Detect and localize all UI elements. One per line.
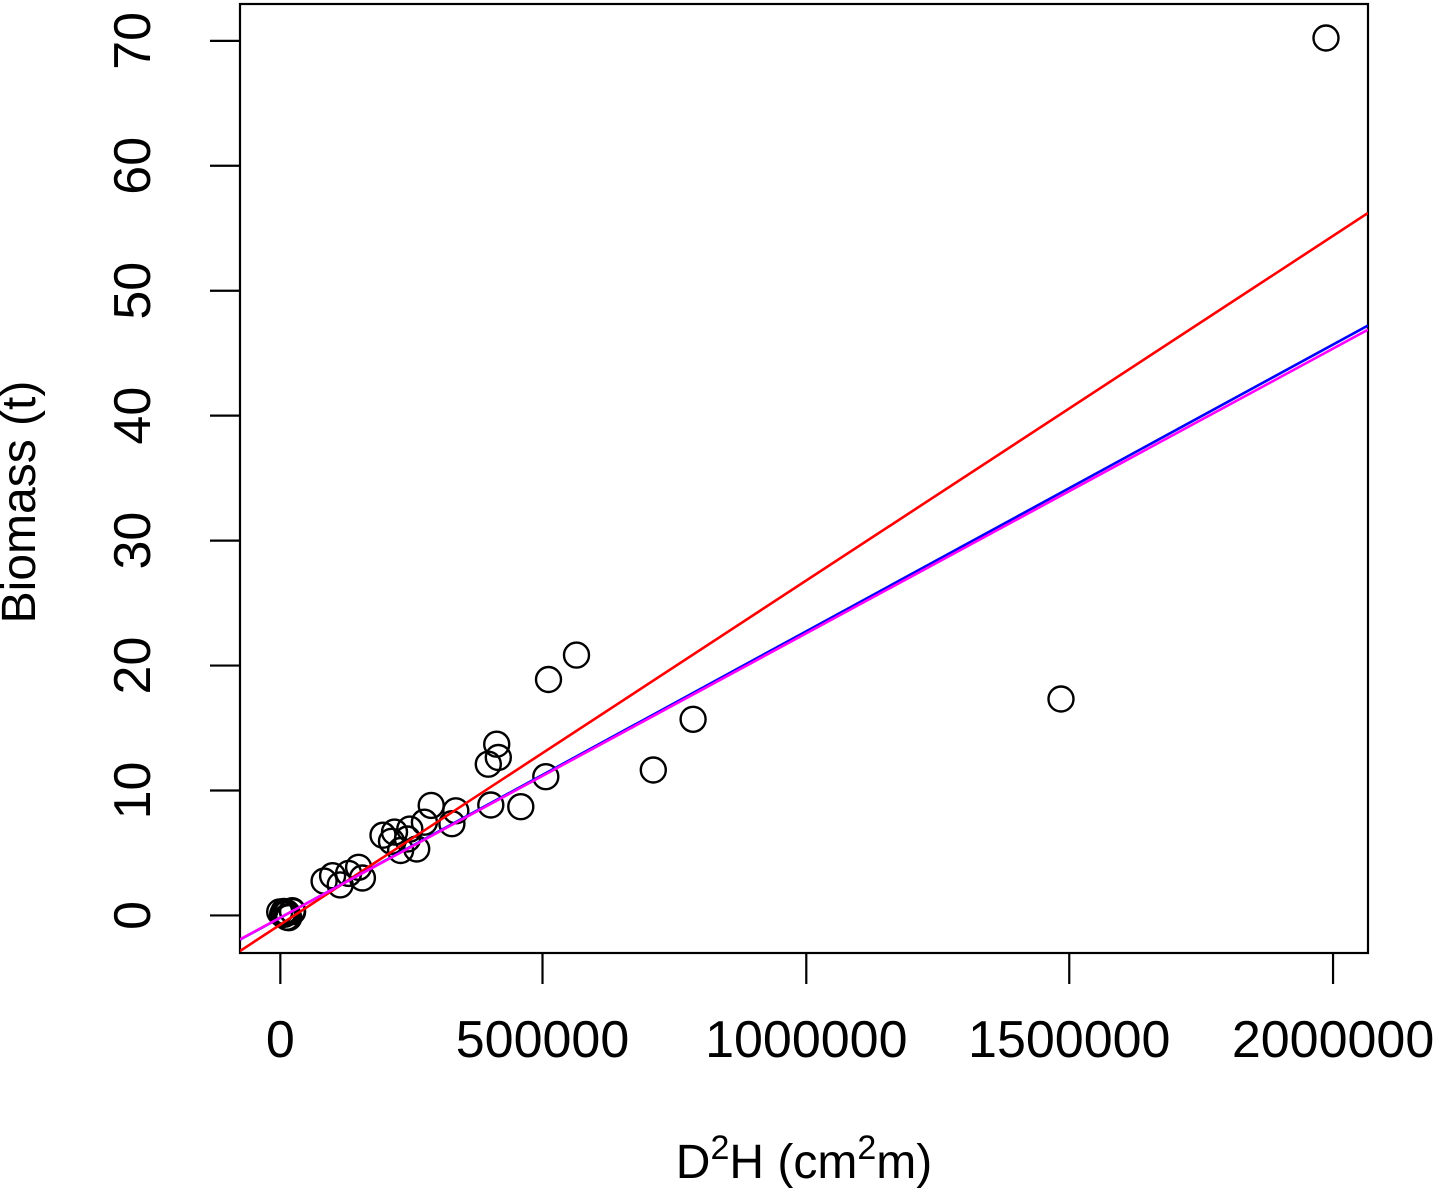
- svg-text:0: 0: [266, 1011, 295, 1069]
- svg-text:50: 50: [104, 262, 162, 320]
- svg-text:60: 60: [104, 137, 162, 195]
- svg-text:1000000: 1000000: [705, 1011, 907, 1069]
- svg-text:40: 40: [104, 387, 162, 445]
- svg-text:2000000: 2000000: [1232, 1011, 1434, 1069]
- svg-text:Biomass (t): Biomass (t): [0, 381, 46, 624]
- svg-text:0: 0: [104, 901, 162, 930]
- svg-text:30: 30: [104, 512, 162, 570]
- svg-text:70: 70: [104, 12, 162, 70]
- svg-text:20: 20: [104, 637, 162, 695]
- svg-text:500000: 500000: [456, 1011, 630, 1069]
- svg-text:1500000: 1500000: [968, 1011, 1170, 1069]
- svg-text:10: 10: [104, 762, 162, 820]
